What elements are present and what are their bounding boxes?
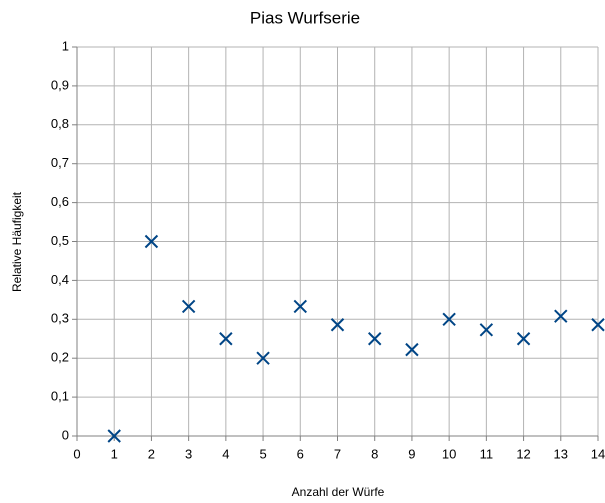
x-tick-label: 8	[371, 446, 378, 461]
y-tick-label: 0,3	[51, 311, 69, 326]
point	[554, 309, 568, 323]
point	[368, 332, 382, 346]
chart-title: Pias Wurfserie	[250, 8, 360, 27]
x-tick-label: 0	[73, 446, 80, 461]
x-tick-label: 13	[554, 446, 568, 461]
x-tick-label: 6	[297, 446, 304, 461]
point	[219, 332, 233, 346]
x-tick-label: 9	[408, 446, 415, 461]
point	[330, 318, 345, 332]
point	[181, 299, 196, 314]
y-tick-label: 1	[62, 38, 69, 53]
y-tick-label: 0	[62, 427, 69, 442]
point	[107, 429, 121, 443]
x-tick-label: 10	[442, 446, 456, 461]
point	[442, 312, 456, 327]
x-tick-label: 1	[111, 446, 118, 461]
x-axis-title: Anzahl der Würfe	[292, 485, 385, 499]
y-tick-label: 0,6	[51, 194, 69, 209]
x-tick-label: 4	[222, 446, 229, 461]
y-tick-label: 0,5	[51, 233, 69, 248]
point	[479, 323, 494, 337]
point	[293, 299, 307, 314]
x-tick-label: 5	[259, 446, 266, 461]
y-tick-label: 0,1	[51, 389, 69, 404]
y-tick-label: 0,9	[51, 77, 69, 92]
point	[405, 342, 419, 357]
y-tick-label: 0,2	[51, 350, 69, 365]
y-axis-title: Relative Häufigkeit	[10, 191, 24, 292]
y-tick-label: 0,7	[51, 155, 69, 170]
point	[144, 234, 159, 249]
point	[516, 332, 531, 346]
x-tick-label: 11	[480, 446, 494, 461]
x-tick-label: 12	[516, 446, 530, 461]
x-tick-label: 2	[148, 446, 155, 461]
y-tick-label: 0,4	[51, 272, 69, 287]
x-tick-label: 7	[334, 446, 341, 461]
x-tick-label: 3	[185, 446, 192, 461]
point	[256, 351, 270, 365]
x-tick-label: 14	[591, 446, 605, 461]
point	[591, 318, 605, 332]
y-tick-label: 0,8	[51, 116, 69, 131]
